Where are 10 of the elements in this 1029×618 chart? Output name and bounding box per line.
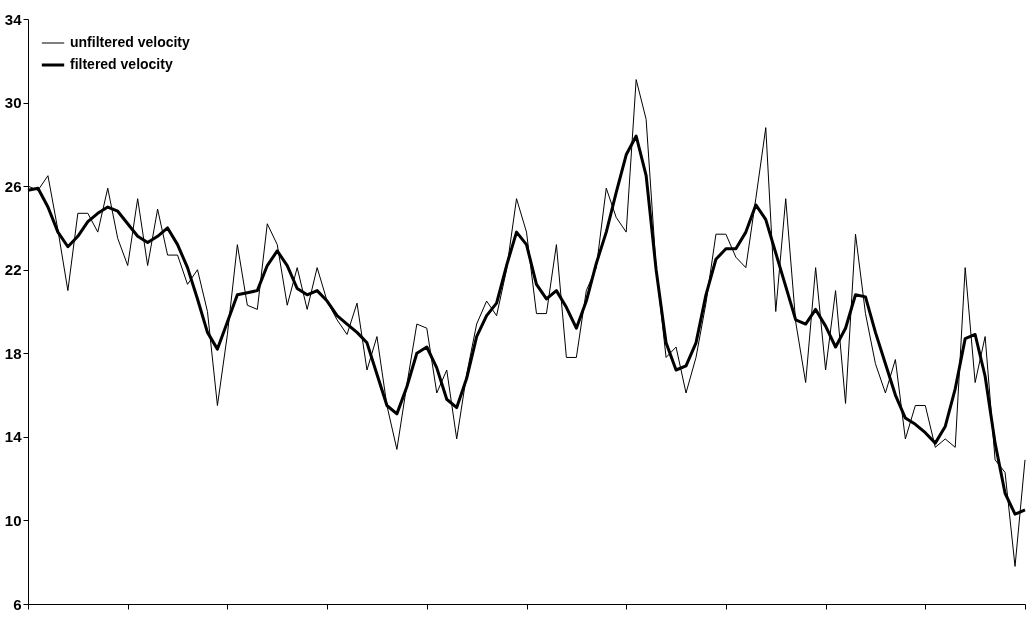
y-tick-label: 34 xyxy=(4,10,23,28)
y-tick-label: 26 xyxy=(4,177,22,195)
y-tick-label: 18 xyxy=(4,344,22,362)
y-tick-label: 14 xyxy=(4,428,23,446)
legend-label: filtered velocity xyxy=(70,56,173,72)
y-tick-label: 22 xyxy=(4,261,22,279)
y-tick-label: 30 xyxy=(4,94,22,112)
legend-label: unfiltered velocity xyxy=(70,34,191,50)
y-tick-label: 10 xyxy=(4,511,22,529)
y-tick-label: 6 xyxy=(13,595,22,613)
